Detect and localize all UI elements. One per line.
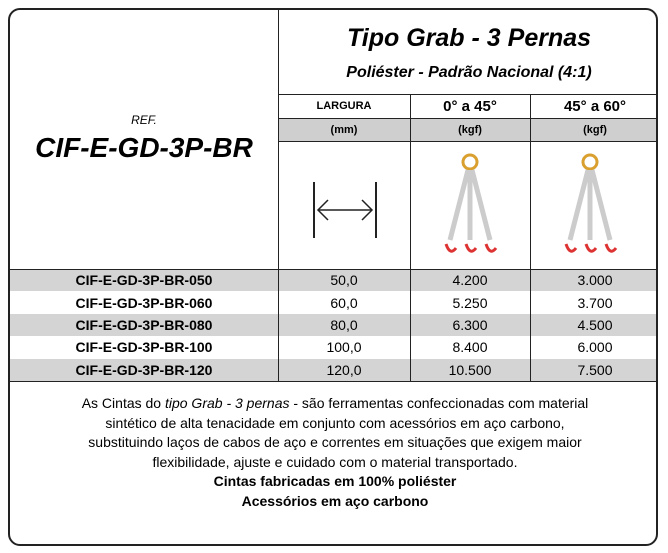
unit-label: (kgf) xyxy=(458,123,482,136)
subtitle: Poliéster - Padrão Nacional (4:1) xyxy=(346,64,592,81)
ref-code: CIF-E-GD-3P-BR xyxy=(35,132,253,163)
description-bold: Cintas fabricadas em 100% poliéster xyxy=(213,473,457,489)
rule xyxy=(278,94,656,95)
rule xyxy=(530,94,531,381)
cell-value: 6.000 xyxy=(577,339,613,356)
cell-value: 50,0 xyxy=(330,272,358,289)
product-card: REF. CIF-E-GD-3P-BR Tipo Grab - 3 Pernas… xyxy=(8,8,658,546)
cell-value: 60,0 xyxy=(330,294,358,311)
row-ref: CIF-E-GD-3P-BR-050 xyxy=(75,272,213,289)
rule xyxy=(278,10,279,381)
row-ref: CIF-E-GD-3P-BR-080 xyxy=(75,316,213,333)
cell-value: 6.300 xyxy=(452,316,488,333)
width-icon xyxy=(313,182,377,238)
column-header: LARGURA xyxy=(316,100,372,112)
cell-value: 120,0 xyxy=(326,361,362,378)
row-band xyxy=(10,313,656,337)
cell-value: 3.000 xyxy=(577,272,613,289)
unit-label: (mm) xyxy=(330,123,358,136)
row-ref: CIF-E-GD-3P-BR-100 xyxy=(75,339,213,356)
row-ref: CIF-E-GD-3P-BR-120 xyxy=(75,361,213,378)
description-emphasis: tipo Grab - 3 pernas xyxy=(164,395,290,411)
description: As Cintas do tipo Grab - 3 pernas - são … xyxy=(80,394,590,511)
row-ref: CIF-E-GD-3P-BR-060 xyxy=(75,294,213,311)
column-header: 45° a 60° xyxy=(563,97,627,115)
cell-value: 5.250 xyxy=(452,294,488,311)
description-bold: Acessórios em aço carbono xyxy=(241,492,429,509)
row-band xyxy=(10,269,656,292)
cell-value: 3.700 xyxy=(577,294,613,311)
rule xyxy=(10,269,656,270)
rule xyxy=(278,118,656,119)
ref-label: REF. xyxy=(131,113,157,127)
description-text: As Cintas do xyxy=(81,395,162,411)
cell-value: 80,0 xyxy=(330,316,358,333)
row-band xyxy=(10,358,656,381)
cell-value: 4.200 xyxy=(452,272,488,289)
rule xyxy=(10,381,656,382)
cell-value: 7.500 xyxy=(577,361,613,378)
cell-value: 10.500 xyxy=(448,361,492,378)
description-text: - são ferramentas confeccionadas com mat… xyxy=(88,395,589,470)
cell-value: 4.500 xyxy=(577,316,613,333)
units-band xyxy=(278,118,656,141)
sling-image xyxy=(564,153,618,253)
cell-value: 100,0 xyxy=(326,339,362,356)
rule xyxy=(410,94,411,381)
rule xyxy=(278,141,656,142)
title: Tipo Grab - 3 Pernas xyxy=(346,24,592,52)
sling-image xyxy=(444,153,498,253)
column-header: 0° a 45° xyxy=(443,97,497,115)
cell-value: 8.400 xyxy=(452,339,488,356)
unit-label: (kgf) xyxy=(583,123,607,136)
